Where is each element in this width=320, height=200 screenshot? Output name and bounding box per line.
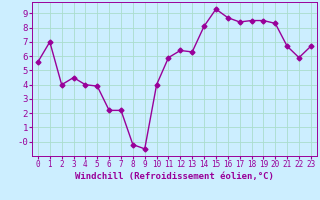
X-axis label: Windchill (Refroidissement éolien,°C): Windchill (Refroidissement éolien,°C) <box>75 172 274 181</box>
